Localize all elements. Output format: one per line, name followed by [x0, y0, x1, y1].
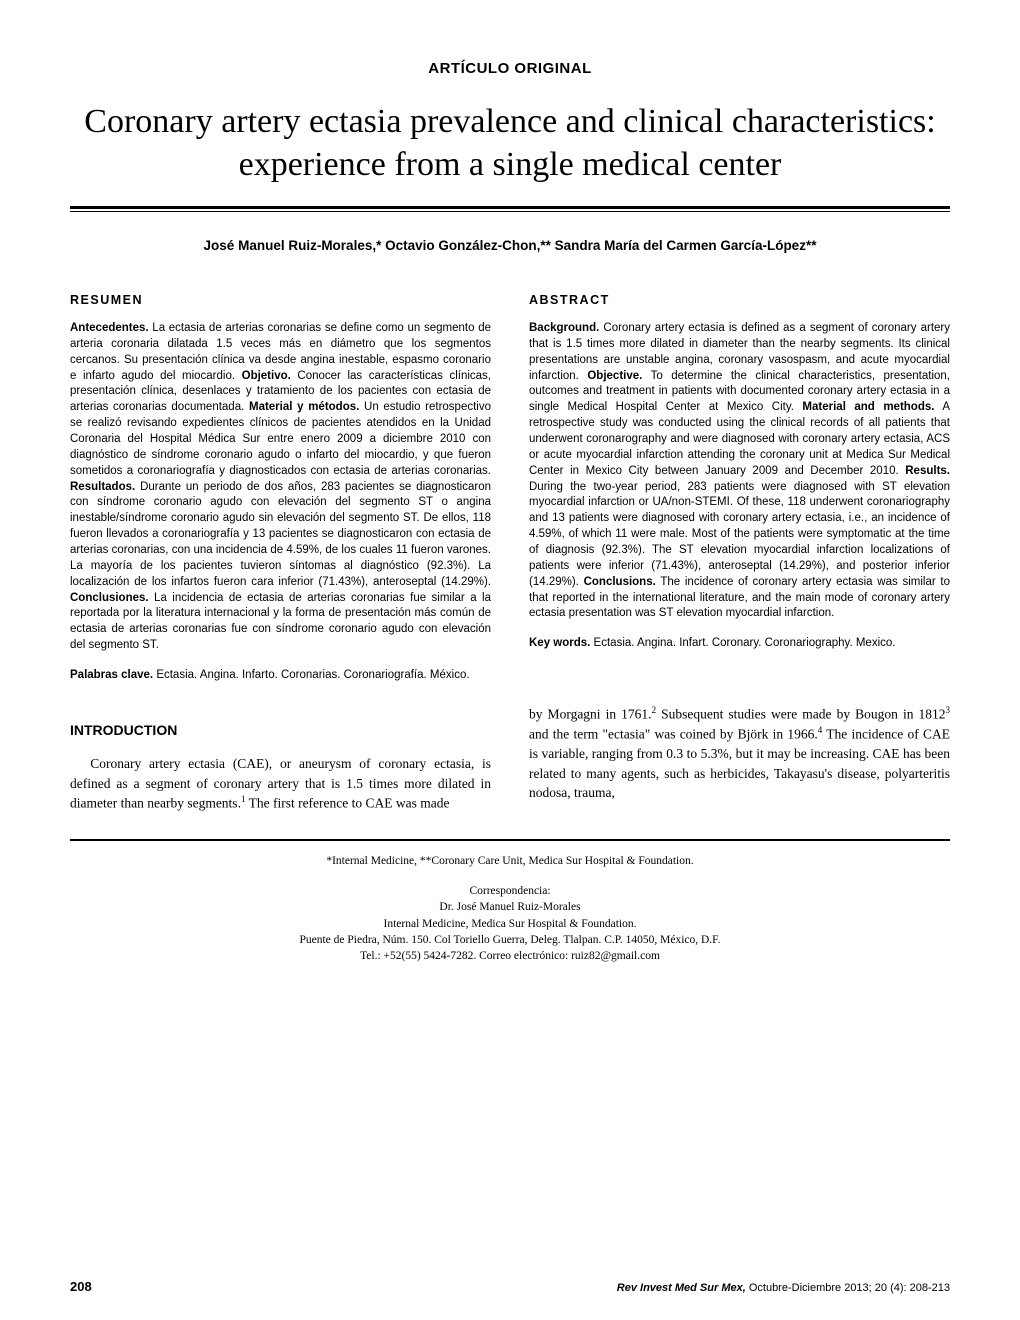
resumen-metodos-label: Material y métodos.	[249, 401, 359, 413]
abstract-results-text: During the two-year period, 283 patients…	[529, 481, 950, 588]
corr-label: Correspondencia:	[70, 883, 950, 899]
corr-dept: Internal Medicine, Medica Sur Hospital &…	[70, 916, 950, 932]
journal-name: Rev Invest Med Sur Mex,	[617, 1282, 746, 1294]
abstract-background-label: Background.	[529, 322, 599, 334]
abstract-column: ABSTRACT Background. Coronary artery ect…	[529, 293, 950, 684]
abstract-methods-label: Material and methods.	[802, 401, 934, 413]
resumen-text: Antecedentes. La ectasia de arterias cor…	[70, 321, 491, 654]
page-footer: 208 Rev Invest Med Sur Mex, Octubre-Dici…	[70, 1279, 950, 1294]
corr-name: Dr. José Manuel Ruiz-Morales	[70, 899, 950, 915]
authors: José Manuel Ruiz-Morales,* Octavio Gonzá…	[70, 238, 950, 253]
correspondence: Correspondencia: Dr. José Manuel Ruiz-Mo…	[70, 883, 950, 963]
abstract-columns: RESUMEN Antecedentes. La ectasia de arte…	[70, 293, 950, 684]
title-rule-thick	[70, 206, 950, 209]
abstract-text: Background. Coronary artery ectasia is d…	[529, 321, 950, 622]
resumen-keywords: Palabras clave. Ectasia. Angina. Infarto…	[70, 668, 491, 684]
palabras-clave-label: Palabras clave.	[70, 669, 153, 681]
footer-rule	[70, 839, 950, 841]
resumen-column: RESUMEN Antecedentes. La ectasia de arte…	[70, 293, 491, 684]
journal-reference: Rev Invest Med Sur Mex, Octubre-Diciembr…	[617, 1282, 950, 1294]
keywords-label: Key words.	[529, 637, 590, 649]
intro-right-pre: by Morgagni in 1761.	[529, 706, 652, 721]
article-type: ARTÍCULO ORIGINAL	[70, 60, 950, 77]
abstract-objective-label: Objective.	[587, 370, 642, 382]
title-rule-thin	[70, 211, 950, 212]
resumen-conclusiones-label: Conclusiones.	[70, 592, 149, 604]
intro-paragraph-right: by Morgagni in 1761.2 Subsequent studies…	[529, 704, 950, 803]
intro-right-mid1: Subsequent studies were made by Bougon i…	[656, 706, 945, 721]
keywords-text: Ectasia. Angina. Infart. Coronary. Coron…	[590, 637, 895, 649]
corr-contact: Tel.: +52(55) 5424-7282. Correo electrón…	[70, 948, 950, 964]
resumen-heading: RESUMEN	[70, 293, 491, 307]
resumen-antecedentes-label: Antecedentes.	[70, 322, 149, 334]
journal-issue: Octubre-Diciembre 2013; 20 (4): 208-213	[746, 1282, 950, 1294]
palabras-clave-text: Ectasia. Angina. Infarto. Coronarias. Co…	[153, 669, 469, 681]
intro-left-post: The first reference to CAE was made	[245, 796, 449, 811]
resumen-resultados-text: Durante un periodo de dos años, 283 paci…	[70, 481, 491, 588]
resumen-resultados-label: Resultados.	[70, 481, 135, 493]
abstract-keywords: Key words. Ectasia. Angina. Infart. Coro…	[529, 636, 950, 652]
resumen-objetivo-label: Objetivo.	[242, 370, 291, 382]
article-title: Coronary artery ectasia prevalence and c…	[70, 101, 950, 186]
introduction-heading: INTRODUCTION	[70, 720, 491, 740]
corr-address: Puente de Piedra, Núm. 150. Col Toriello…	[70, 932, 950, 948]
ref-3: 3	[946, 705, 951, 715]
affiliation: *Internal Medicine, **Coronary Care Unit…	[70, 855, 950, 867]
body-columns: INTRODUCTION Coronary artery ectasia (CA…	[70, 704, 950, 813]
intro-paragraph-left: Coronary artery ectasia (CAE), or aneury…	[70, 754, 491, 813]
abstract-results-label: Results.	[905, 465, 950, 477]
abstract-conclusions-label: Conclusions.	[584, 576, 656, 588]
body-right-column: by Morgagni in 1761.2 Subsequent studies…	[529, 704, 950, 813]
abstract-heading: ABSTRACT	[529, 293, 950, 307]
body-left-column: INTRODUCTION Coronary artery ectasia (CA…	[70, 704, 491, 813]
intro-right-mid2: and the term "ectasia" was coined by Bjö…	[529, 726, 818, 741]
page-number: 208	[70, 1279, 92, 1294]
